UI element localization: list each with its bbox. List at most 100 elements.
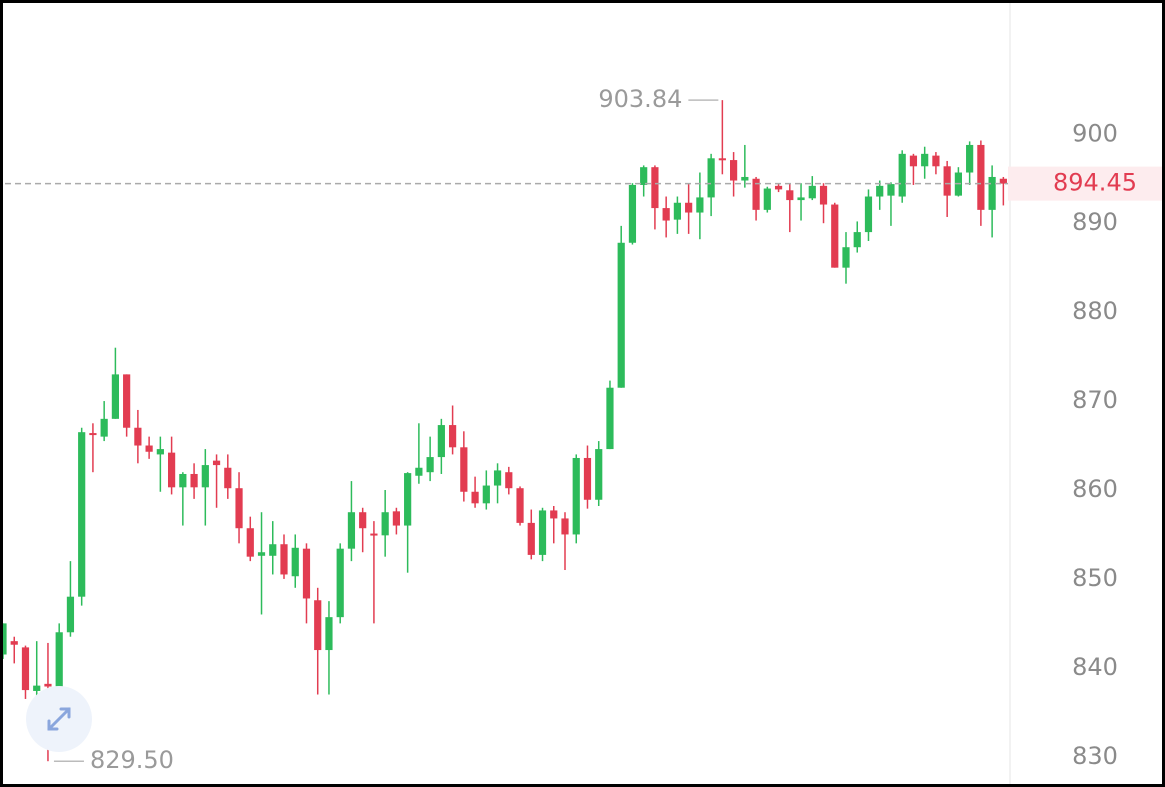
candle-body <box>595 449 603 500</box>
candle-body <box>527 522 535 555</box>
candle-body <box>280 544 288 575</box>
candle-body <box>572 457 580 535</box>
candle-body <box>415 467 423 476</box>
candle-body <box>662 208 670 221</box>
candle-body <box>853 232 861 248</box>
candle-body <box>943 166 951 196</box>
candle-body <box>145 445 153 452</box>
candle-body <box>696 197 704 213</box>
candle-body <box>617 242 625 388</box>
candle-body <box>10 641 18 645</box>
candle-body <box>763 188 771 210</box>
candle-body <box>898 153 906 197</box>
candle-body <box>302 548 311 599</box>
candle-body <box>325 617 333 651</box>
candle-body <box>966 144 974 173</box>
candle-body <box>819 185 828 205</box>
candle-body <box>707 158 715 198</box>
candle-body <box>392 511 400 526</box>
candle-body <box>179 473 187 488</box>
candle-body <box>842 247 850 268</box>
candle-body <box>100 418 108 437</box>
expand-icon <box>47 707 71 731</box>
candle-body <box>33 685 41 691</box>
candle-body <box>741 176 749 181</box>
candle-body <box>314 600 322 651</box>
candle-body <box>988 176 996 210</box>
candle-body <box>89 433 97 436</box>
candle-body <box>921 153 929 167</box>
y-tick-label: 850 <box>1072 564 1118 592</box>
candle-body <box>887 184 895 196</box>
candle-body <box>471 491 479 504</box>
candle-body <box>347 512 356 549</box>
candle-body <box>561 518 569 535</box>
annotation-label: 829.50 <box>90 746 174 774</box>
candle-body <box>651 167 659 209</box>
y-tick-label: 880 <box>1072 297 1118 325</box>
candle-body <box>673 202 681 220</box>
last-price-label: 894.45 <box>1053 169 1137 197</box>
candle-body <box>460 447 468 492</box>
candle-body <box>606 387 614 450</box>
candle-body <box>774 185 783 190</box>
candle-body <box>437 425 445 458</box>
candle-body <box>381 512 389 536</box>
candle-body <box>449 425 457 448</box>
candle-body <box>831 204 839 268</box>
candle-body <box>493 470 502 486</box>
last-price-badge <box>1008 166 1165 201</box>
candle-body <box>505 472 513 489</box>
candle-body <box>583 457 592 500</box>
candle-body <box>370 533 378 536</box>
annotation-label: 903.84 <box>598 85 682 113</box>
y-tick-label: 860 <box>1072 475 1118 503</box>
candle-body <box>212 460 221 466</box>
candle-body <box>628 184 637 243</box>
candle-body <box>808 185 816 199</box>
candle-body <box>909 155 918 167</box>
candle-body <box>426 457 434 473</box>
candle-body <box>246 528 254 557</box>
candle-body <box>977 144 985 210</box>
candle-body <box>718 158 726 161</box>
candle-body <box>797 197 805 201</box>
candle-body <box>516 488 524 523</box>
candle-body <box>864 196 873 233</box>
candle-body <box>752 178 760 210</box>
y-tick-label: 870 <box>1072 386 1118 414</box>
plot: 830 840 850 860 870 880 890 900 894.45 903.84 829.… <box>0 85 1165 774</box>
candle-body <box>685 202 693 213</box>
candle-body <box>123 374 131 428</box>
candle-body <box>44 683 52 687</box>
y-tick-label: 900 <box>1072 119 1118 147</box>
candle-body <box>730 160 738 181</box>
candle-body <box>786 190 794 201</box>
candle-body <box>190 473 198 488</box>
candle-body <box>359 512 367 529</box>
candle-body <box>21 647 30 691</box>
candle-body <box>932 155 940 167</box>
candle-body <box>291 547 299 577</box>
candle-body <box>482 485 490 504</box>
candle-body <box>111 374 119 419</box>
candle-body <box>0 623 7 655</box>
candle-body <box>876 185 884 197</box>
candle-body <box>336 548 344 618</box>
y-tick-label: 830 <box>1072 742 1118 770</box>
candle-body <box>404 473 412 526</box>
y-tick-label: 840 <box>1072 653 1118 681</box>
candle-body <box>257 552 266 556</box>
candle-body <box>55 632 63 690</box>
candle-body <box>269 544 277 556</box>
candle-body <box>168 452 176 488</box>
expand-button[interactable] <box>26 686 92 752</box>
candle-body <box>78 432 86 597</box>
candle-body <box>66 596 75 633</box>
candle-body <box>134 427 142 446</box>
candle-body <box>640 167 648 185</box>
candle-body <box>538 510 547 555</box>
